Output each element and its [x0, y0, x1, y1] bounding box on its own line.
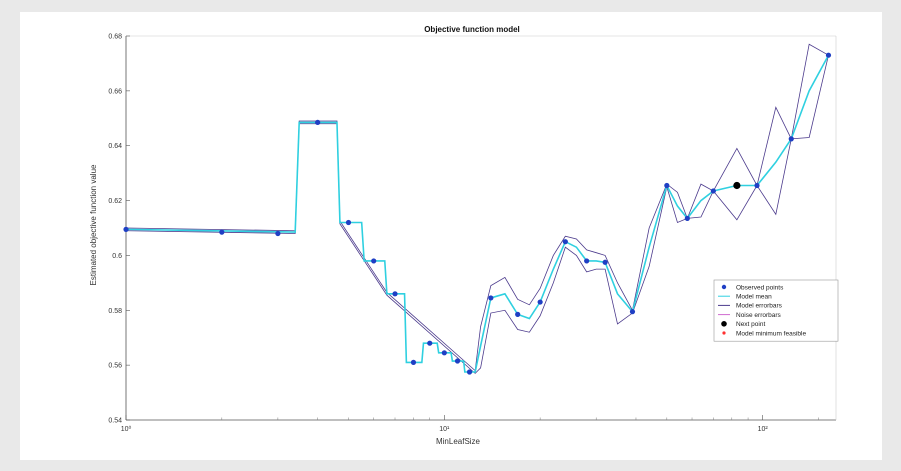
model-mean-line [125, 54, 830, 373]
observed-point [488, 295, 494, 301]
legend-marker [721, 321, 727, 327]
observed-point [584, 258, 590, 264]
observed-point [537, 299, 543, 305]
legend-entry-label: Noise errorbars [736, 312, 782, 319]
y-tick-label: 0.64 [108, 143, 122, 150]
x-tick-label: 10⁰ [121, 425, 132, 433]
observed-point [123, 226, 129, 232]
observed-point [275, 230, 281, 237]
chart-title: Objective function model [424, 25, 520, 34]
observed-point [441, 350, 447, 356]
observed-point [629, 309, 636, 315]
observed-point [825, 52, 832, 58]
observed-point [345, 219, 352, 226]
tick-labels: 0.54 0.56 0.58 0.6 0.62 0.64 0.66 0.68 10⁰ 10¹ 10² [108, 34, 768, 434]
observed-point [466, 369, 473, 375]
model-errorbar-lower [125, 55, 829, 374]
x-tick-label: 10¹ [439, 426, 450, 433]
y-tick-label: 0.62 [108, 198, 122, 205]
legend-marker [722, 331, 726, 335]
legend-entry-label: Model minimum feasible [736, 330, 806, 337]
y-tick-label: 0.54 [108, 418, 122, 425]
observed-point [392, 291, 398, 297]
observed-point [754, 182, 760, 189]
legend-entry-label: Observed points [736, 284, 784, 291]
observed-point [454, 358, 461, 364]
y-tick-label: 0.58 [108, 308, 122, 315]
y-tick-label: 0.6 [112, 253, 122, 260]
x-tick-label: 10² [758, 426, 769, 433]
observed-point [410, 359, 417, 365]
legend-entry-label: Model errorbars [736, 303, 783, 310]
y-tick-label: 0.66 [108, 88, 122, 95]
legend-entry-label: Next point [736, 321, 765, 328]
next-point [733, 181, 741, 190]
figure: Objective function model 0.54 0.56 0.58 0.6… [20, 12, 882, 460]
objective-function-chart: Objective function model 0.54 0.56 0.58 0.6… [20, 12, 882, 460]
observed-point [788, 136, 794, 142]
y-tick-label: 0.68 [108, 34, 122, 41]
plot-area [123, 43, 832, 375]
legend-box [713, 279, 839, 342]
model-errorbar-upper [125, 43, 829, 372]
legend: Observed points Model mean Model errorbars… [713, 279, 839, 342]
observed-point [515, 311, 521, 317]
observed-point [315, 119, 321, 125]
observed-point [710, 188, 716, 194]
observed-point [664, 182, 670, 189]
observed-point [602, 259, 608, 265]
x-axis-label: MinLeafSize [436, 437, 481, 446]
y-tick-label: 0.56 [108, 363, 122, 370]
observed-point [427, 340, 433, 346]
legend-marker [721, 284, 727, 290]
observed-point [219, 229, 225, 235]
observed-point [562, 239, 568, 245]
plot-axes [125, 35, 837, 421]
legend-entry-label: Model mean [736, 294, 772, 301]
observed-point [684, 215, 690, 221]
y-axis-label: Estimated objective function value [89, 164, 98, 286]
observed-point [371, 258, 377, 264]
